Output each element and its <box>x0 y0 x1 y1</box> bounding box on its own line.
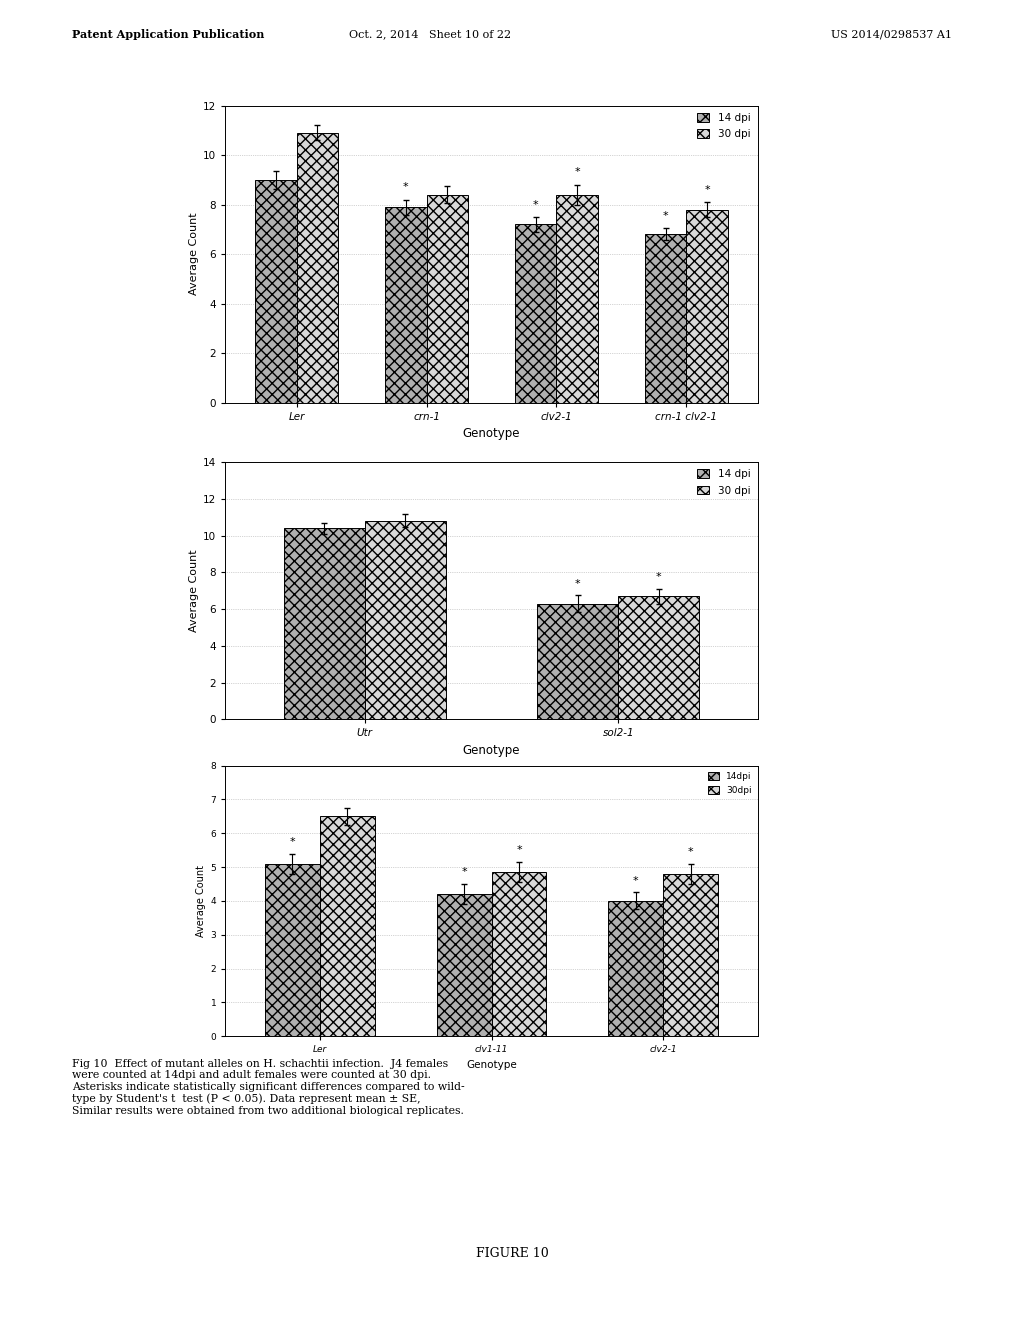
Text: *: * <box>574 168 580 177</box>
Legend: 14 dpi, 30 dpi: 14 dpi, 30 dpi <box>695 111 753 141</box>
Bar <box>608 900 664 1036</box>
Text: *: * <box>290 837 295 847</box>
Bar <box>365 521 445 719</box>
Bar <box>284 528 365 719</box>
Y-axis label: Average Count: Average Count <box>188 213 199 296</box>
Bar <box>538 603 618 719</box>
Bar <box>515 224 556 403</box>
Text: Fig 10  Effect of mutant alleles on H. schachtii infection.  J4 females
were cou: Fig 10 Effect of mutant alleles on H. sc… <box>72 1059 464 1115</box>
Text: *: * <box>532 199 539 210</box>
Bar <box>319 816 375 1036</box>
X-axis label: Genotype: Genotype <box>463 428 520 440</box>
Bar <box>427 195 468 403</box>
Text: FIGURE 10: FIGURE 10 <box>475 1247 549 1261</box>
Bar <box>618 597 699 719</box>
Bar <box>664 874 718 1036</box>
X-axis label: Genotype: Genotype <box>463 744 520 756</box>
Text: US 2014/0298537 A1: US 2014/0298537 A1 <box>831 29 952 40</box>
Y-axis label: Average Count: Average Count <box>197 865 206 937</box>
Text: *: * <box>663 211 669 220</box>
Text: *: * <box>688 847 693 857</box>
Y-axis label: Average Count: Average Count <box>188 549 199 632</box>
Text: *: * <box>461 867 467 878</box>
Bar <box>686 210 728 403</box>
Text: *: * <box>705 185 710 195</box>
Bar <box>492 873 547 1036</box>
Bar <box>265 863 319 1036</box>
Bar <box>645 235 686 403</box>
Text: *: * <box>516 845 522 855</box>
Bar <box>436 894 492 1036</box>
Legend: 14 dpi, 30 dpi: 14 dpi, 30 dpi <box>695 467 753 498</box>
Text: *: * <box>403 182 409 193</box>
Text: Patent Application Publication: Patent Application Publication <box>72 29 264 40</box>
Bar <box>297 133 338 403</box>
Text: *: * <box>633 875 639 886</box>
Bar <box>255 180 297 403</box>
X-axis label: Genotype: Genotype <box>466 1060 517 1069</box>
Legend: 14dpi, 30dpi: 14dpi, 30dpi <box>706 770 754 797</box>
Text: *: * <box>574 579 581 589</box>
Bar <box>556 195 598 403</box>
Bar <box>385 207 427 403</box>
Text: *: * <box>656 573 662 582</box>
Text: Oct. 2, 2014   Sheet 10 of 22: Oct. 2, 2014 Sheet 10 of 22 <box>349 29 511 40</box>
